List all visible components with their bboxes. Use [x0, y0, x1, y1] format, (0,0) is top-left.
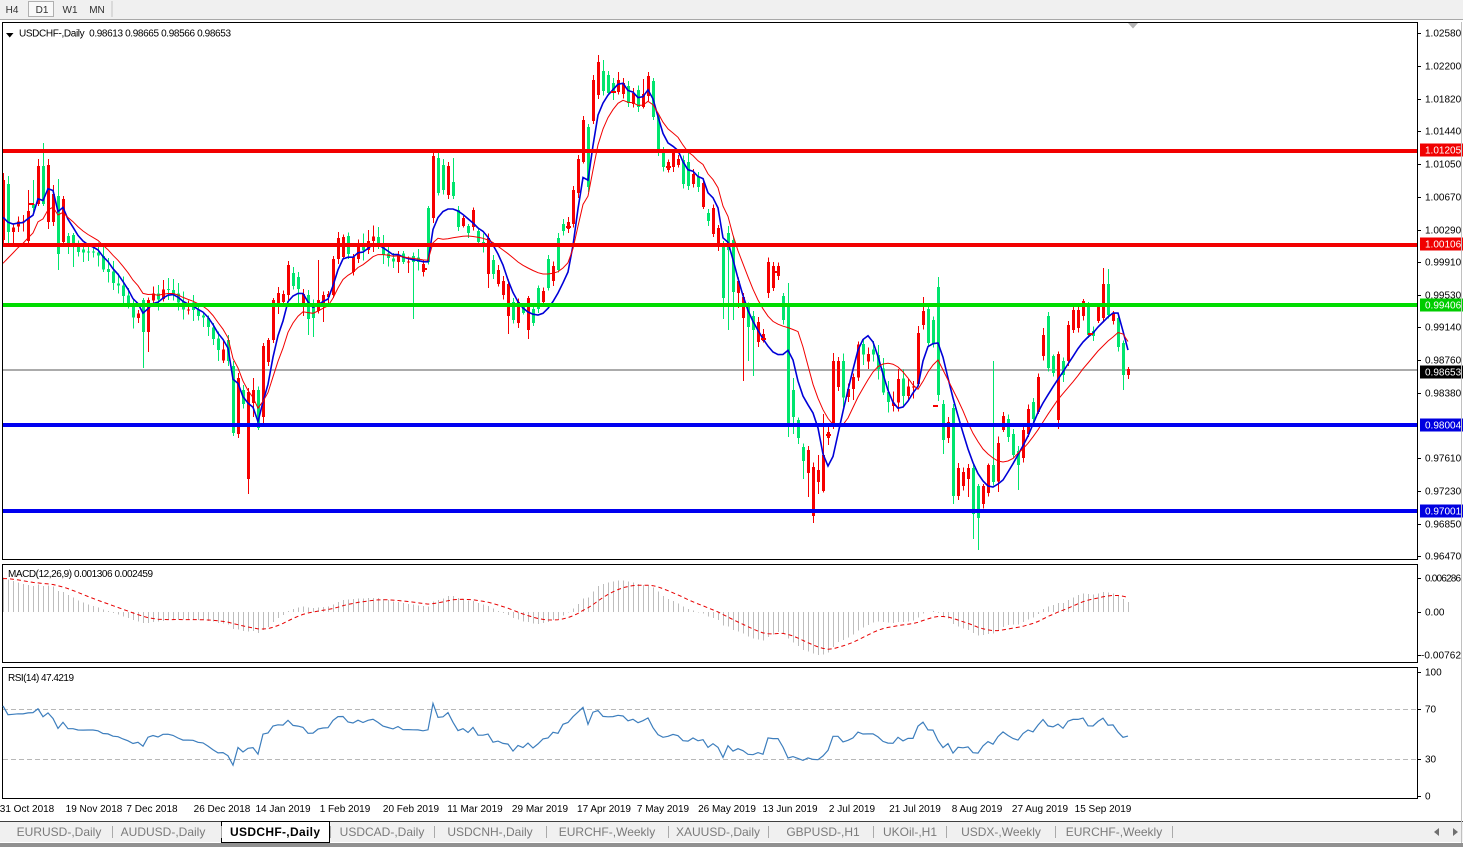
svg-text:0.96470: 0.96470 — [1425, 552, 1462, 563]
svg-text:RSI(14) 47.4219: RSI(14) 47.4219 — [8, 673, 74, 684]
svg-text:MACD(12,26,9) 0.001306 0.00245: MACD(12,26,9) 0.001306 0.002459 — [8, 569, 153, 580]
svg-text:21 Jul 2019: 21 Jul 2019 — [889, 804, 941, 815]
svg-text:20 Feb 2019: 20 Feb 2019 — [383, 804, 440, 815]
svg-text:AUDUSD-,Daily: AUDUSD-,Daily — [121, 825, 206, 839]
svg-text:EURUSD-,Daily: EURUSD-,Daily — [17, 825, 102, 839]
svg-text:1.01440: 1.01440 — [1425, 127, 1462, 138]
svg-text:USDCHF-,Daily 0.98613 0.98665: USDCHF-,Daily 0.98613 0.98665 0.98566 0.… — [19, 29, 231, 40]
svg-text:1.00290: 1.00290 — [1425, 226, 1462, 237]
svg-text:1.02580: 1.02580 — [1425, 29, 1462, 40]
svg-text:29 Mar 2019: 29 Mar 2019 — [512, 804, 569, 815]
svg-text:0.99140: 0.99140 — [1425, 323, 1462, 334]
svg-text:0.98380: 0.98380 — [1425, 389, 1462, 400]
svg-text:0.96850: 0.96850 — [1425, 520, 1462, 531]
svg-text:7 May 2019: 7 May 2019 — [637, 804, 690, 815]
svg-text:1.01050: 1.01050 — [1425, 160, 1462, 171]
svg-text:17 Apr 2019: 17 Apr 2019 — [577, 804, 631, 815]
svg-text:EURCHF-,Weekly: EURCHF-,Weekly — [1066, 825, 1162, 839]
svg-text:15 Sep 2019: 15 Sep 2019 — [1075, 804, 1132, 815]
svg-text:100: 100 — [1425, 668, 1442, 679]
svg-text:0.99406: 0.99406 — [1425, 301, 1462, 312]
svg-text:1.01205: 1.01205 — [1425, 146, 1462, 157]
svg-text:USDX-,Weekly: USDX-,Weekly — [961, 825, 1041, 839]
svg-text:26 May 2019: 26 May 2019 — [698, 804, 756, 815]
svg-text:USDCHF-,Daily: USDCHF-,Daily — [230, 825, 320, 839]
svg-text:0.97610: 0.97610 — [1425, 454, 1462, 465]
svg-text:70: 70 — [1425, 705, 1437, 716]
svg-text:GBPUSD-,H1: GBPUSD-,H1 — [786, 825, 860, 839]
svg-text:D1: D1 — [36, 5, 49, 16]
svg-text:1.00670: 1.00670 — [1425, 193, 1462, 204]
svg-text:MN: MN — [89, 5, 105, 16]
svg-text:8 Aug 2019: 8 Aug 2019 — [952, 804, 1003, 815]
svg-text:14 Jan 2019: 14 Jan 2019 — [255, 804, 310, 815]
svg-text:13 Jun 2019: 13 Jun 2019 — [762, 804, 817, 815]
svg-text:0.98760: 0.98760 — [1425, 356, 1462, 367]
svg-text:0.98004: 0.98004 — [1425, 421, 1462, 432]
svg-text:0.006286: 0.006286 — [1425, 574, 1461, 585]
svg-text:1.01820: 1.01820 — [1425, 95, 1462, 106]
svg-text:UKOil-,H1: UKOil-,H1 — [883, 825, 937, 839]
svg-text:11 Mar 2019: 11 Mar 2019 — [447, 804, 503, 815]
svg-text:1 Feb 2019: 1 Feb 2019 — [320, 804, 371, 815]
svg-text:27 Aug 2019: 27 Aug 2019 — [1012, 804, 1069, 815]
svg-text:0: 0 — [1425, 792, 1431, 803]
svg-text:0.98653: 0.98653 — [1425, 368, 1462, 379]
svg-text:0.99530: 0.99530 — [1425, 291, 1462, 302]
svg-text:W1: W1 — [63, 5, 78, 16]
svg-text:1.00106: 1.00106 — [1425, 240, 1462, 251]
svg-text:31 Oct 2018: 31 Oct 2018 — [0, 804, 55, 815]
svg-text:XAUUSD-,Daily: XAUUSD-,Daily — [676, 825, 760, 839]
svg-text:USDCNH-,Daily: USDCNH-,Daily — [447, 825, 532, 839]
svg-text:2 Jul 2019: 2 Jul 2019 — [829, 804, 876, 815]
svg-text:H4: H4 — [6, 5, 19, 16]
svg-text:0.00: 0.00 — [1425, 608, 1445, 619]
svg-text:0.97230: 0.97230 — [1425, 487, 1462, 498]
svg-text:7 Dec 2018: 7 Dec 2018 — [126, 804, 178, 815]
svg-text:19 Nov 2018: 19 Nov 2018 — [66, 804, 123, 815]
svg-text:26 Dec 2018: 26 Dec 2018 — [194, 804, 251, 815]
svg-text:USDCAD-,Daily: USDCAD-,Daily — [340, 825, 425, 839]
svg-text:0.99910: 0.99910 — [1425, 258, 1462, 269]
svg-text:0.97001: 0.97001 — [1425, 507, 1462, 518]
svg-text:-0.00762: -0.00762 — [1421, 651, 1461, 662]
svg-text:EURCHF-,Weekly: EURCHF-,Weekly — [559, 825, 655, 839]
svg-text:30: 30 — [1425, 755, 1437, 766]
svg-text:1.02200: 1.02200 — [1425, 62, 1462, 73]
